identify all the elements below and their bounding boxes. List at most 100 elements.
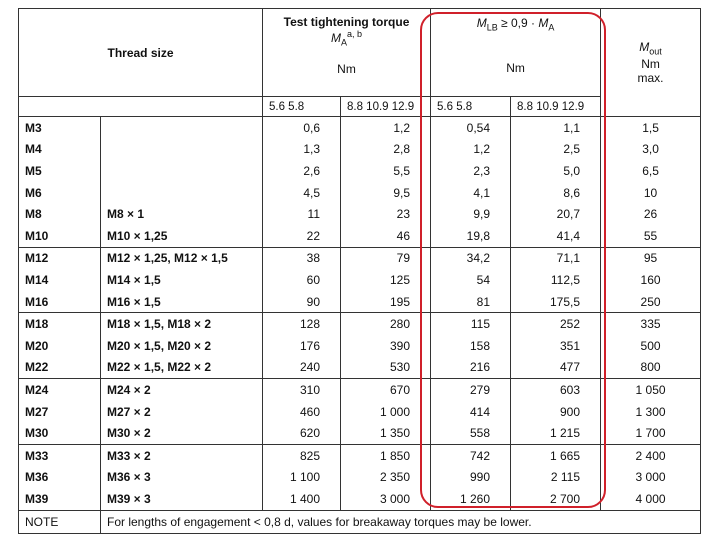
max-torque-value: 3,0 (600, 138, 702, 161)
coarse-thread: M33 (18, 443, 101, 467)
note-text: For lengths of engagement < 0,8 d, value… (99, 509, 702, 534)
breakaway-value: 41,4 (510, 224, 602, 248)
torque-value: 128 (262, 312, 341, 335)
coarse-thread: M36 (18, 466, 101, 489)
torque-value: 310 (262, 378, 341, 401)
coarse-thread: M12 (18, 246, 101, 270)
torque-value: 11 (262, 203, 341, 225)
class-header: 8.8 10.9 12.9 (339, 96, 432, 117)
torque-value: 2 350 (339, 466, 432, 489)
fine-thread: M24 × 2 (100, 378, 263, 401)
breakaway-value: 1 665 (510, 443, 602, 467)
table-row: M30 M30 × 2 620 1 350 558 1 215 1 700 (18, 422, 702, 445)
test-torque-header: Test tightening torque MAa, b Nm (261, 8, 432, 97)
table-row: M20 M20 × 1,5, M20 × 2 176 390 158 351 500 (18, 334, 702, 357)
max-torque-value: 2 400 (600, 443, 702, 467)
table-row: M18 M18 × 1,5, M18 × 2 128 280 115 252 335 (18, 312, 702, 335)
torque-value: 530 (339, 356, 432, 379)
coarse-thread: M30 (18, 422, 101, 445)
table-row: M5 2,6 5,5 2,3 5,0 6,5 (18, 160, 702, 182)
torque-value: 670 (339, 378, 432, 401)
table-row: M4 1,3 2,8 1,2 2,5 3,0 (18, 138, 702, 161)
max-label: max. (637, 70, 664, 85)
max-torque-value: 500 (600, 334, 702, 357)
breakaway-value: 8,6 (510, 181, 602, 204)
fine-thread: M30 × 2 (100, 422, 263, 445)
table-row: M14 M14 × 1,5 60 125 54 112,5 160 (18, 269, 702, 291)
breakaway-value: 351 (510, 334, 602, 357)
table-row: M6 4,5 9,5 4,1 8,6 10 (18, 181, 702, 204)
table-row: M8 M8 × 1 11 23 9,9 20,7 26 (18, 203, 702, 225)
table-row: M12 M12 × 1,25, M12 × 1,5 38 79 34,2 71,1 95 (18, 246, 702, 270)
breakaway-value: 1,1 (510, 116, 602, 139)
breakaway-value: 1,2 (430, 138, 512, 161)
symbol: M (330, 31, 341, 46)
blank (18, 96, 263, 117)
coarse-thread: M16 (18, 290, 101, 313)
breakaway-value: 71,1 (510, 246, 602, 270)
class-header: 8.8 10.9 12.9 (510, 96, 602, 117)
unit: Nm (641, 56, 660, 71)
coarse-thread: M27 (18, 400, 101, 423)
torque-value: 2,8 (339, 138, 432, 161)
coarse-thread: M6 (18, 181, 101, 204)
fine-thread: M10 × 1,25 (100, 224, 263, 248)
torque-value: 1 400 (262, 488, 341, 511)
breakaway-value: 900 (510, 400, 602, 423)
torque-value: 90 (262, 290, 341, 313)
torque-value: 4,5 (262, 181, 341, 204)
coarse-thread: M10 (18, 224, 101, 248)
max-torque-value: 1 700 (600, 422, 702, 445)
thread-size-header: Thread size (18, 8, 263, 97)
fine-thread: M12 × 1,25, M12 × 1,5 (100, 246, 263, 270)
breakaway-value: 603 (510, 378, 602, 401)
max-torque-value: 800 (600, 356, 702, 379)
breakaway-value: 2 115 (510, 466, 602, 489)
breakaway-value: 34,2 (430, 246, 512, 270)
torque-value: 825 (262, 443, 341, 467)
breakaway-value: 19,8 (430, 224, 512, 248)
relation: ≥ 0,9 · (497, 16, 539, 31)
breakaway-value: 252 (510, 312, 602, 335)
fine-thread: M8 × 1 (100, 203, 263, 225)
coarse-thread: M24 (18, 378, 101, 401)
note-label: NOTE (18, 509, 101, 534)
max-torque-value: 335 (600, 312, 702, 335)
torque-value: 60 (262, 269, 341, 291)
torque-value: 79 (339, 246, 432, 270)
breakaway-value: 2,5 (510, 138, 602, 161)
breakaway-value: 990 (430, 466, 512, 489)
torque-value: 390 (339, 334, 432, 357)
fine-thread: M22 × 1,5, M22 × 2 (100, 356, 263, 379)
breakaway-value: 54 (430, 269, 512, 291)
torque-value: 1 000 (339, 400, 432, 423)
torque-value: 46 (339, 224, 432, 248)
max-torque-value: 1 300 (600, 400, 702, 423)
torque-value: 5,5 (339, 160, 432, 182)
coarse-thread: M5 (18, 160, 101, 182)
torque-value: 38 (262, 246, 341, 270)
breakaway-value: 112,5 (510, 269, 602, 291)
coarse-thread: M18 (18, 312, 101, 335)
torque-value: 1,3 (262, 138, 341, 161)
class-header: 5.6 5.8 (262, 96, 341, 117)
symbol: M (476, 16, 487, 31)
fine-thread: M20 × 1,5, M20 × 2 (100, 334, 263, 357)
breakaway-value: 20,7 (510, 203, 602, 225)
breakaway-value: 558 (430, 422, 512, 445)
table-body: M3 0,6 1,2 0,54 1,1 1,5 M4 1,3 2,8 1,2 2,5 3,0 M5 2,6… (18, 116, 702, 511)
coarse-thread: M4 (18, 138, 101, 161)
torque-value: 240 (262, 356, 341, 379)
header-text: Test tightening torque (283, 15, 410, 30)
max-torque-value: 1,5 (600, 116, 702, 139)
breakaway-value: 5,0 (510, 160, 602, 182)
max-torque-value: 250 (600, 290, 702, 313)
table-row: M24 M24 × 2 310 670 279 603 1 050 (18, 378, 702, 401)
torque-value: 9,5 (339, 181, 432, 204)
torque-value: 1 850 (339, 443, 432, 467)
coarse-thread: M39 (18, 488, 101, 511)
torque-value: 280 (339, 312, 432, 335)
